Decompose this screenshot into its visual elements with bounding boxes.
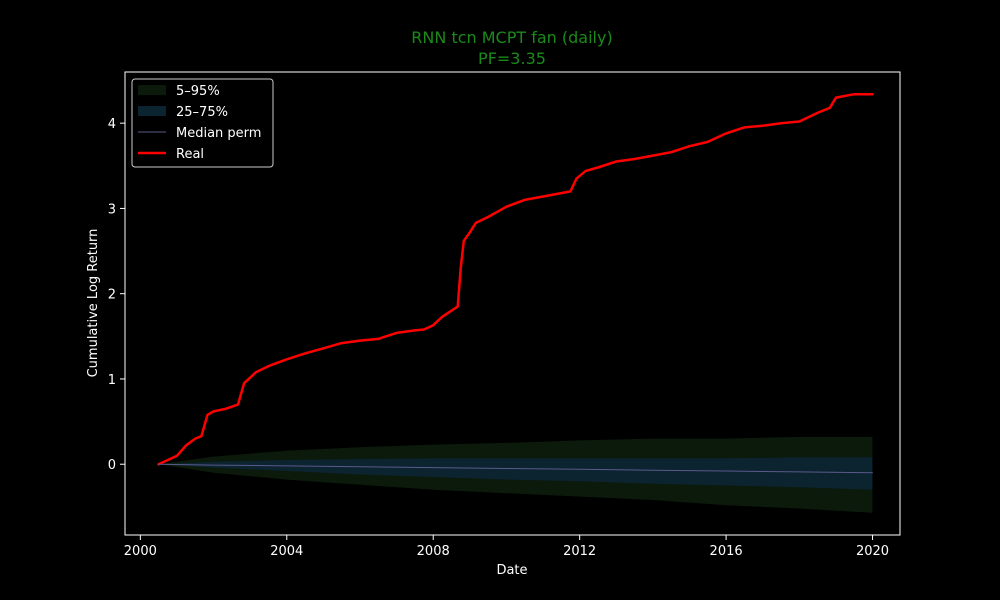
y-tick-label: 2 — [108, 288, 116, 303]
plot-area-frame — [124, 71, 901, 536]
x-tick-label: 2004 — [270, 544, 303, 559]
legend-label-5-95: 5–95% — [176, 84, 220, 99]
x-axis-label: Date — [496, 563, 527, 578]
x-axis: 2000 2004 2008 2012 2016 2020 — [124, 535, 889, 559]
legend: 5–95% 25–75% Median perm Real — [131, 78, 274, 168]
legend-frame — [131, 78, 274, 168]
band-layer — [158, 436, 873, 513]
legend-label-median: Median perm — [176, 126, 261, 141]
line-layer — [157, 92, 874, 474]
legend-label-real: Real — [176, 147, 204, 162]
y-tick-label: 4 — [108, 117, 116, 132]
chart-subtitle: PF=3.35 — [478, 49, 546, 68]
x-tick-label: 2000 — [124, 544, 157, 559]
y-tick-label: 0 — [108, 458, 116, 473]
legend-label-25-75: 25–75% — [176, 105, 228, 120]
series-line-median-perm — [158, 463, 873, 474]
band-25-75- — [158, 457, 873, 490]
chart-title: RNN tcn MCPT fan (daily) — [411, 28, 612, 47]
x-tick-label: 2020 — [856, 544, 889, 559]
y-tick-label: 1 — [108, 373, 116, 388]
y-axis: 0 1 2 3 4 — [108, 117, 125, 473]
series-line-real — [157, 92, 874, 466]
y-axis-label: Cumulative Log Return — [86, 229, 101, 378]
legend-swatch-band-25-75 — [138, 106, 166, 116]
y-tick-label: 3 — [108, 202, 116, 217]
x-tick-label: 2012 — [563, 544, 596, 559]
x-tick-label: 2008 — [417, 544, 450, 559]
x-tick-label: 2016 — [710, 544, 743, 559]
legend-swatch-band-5-95 — [138, 85, 166, 95]
